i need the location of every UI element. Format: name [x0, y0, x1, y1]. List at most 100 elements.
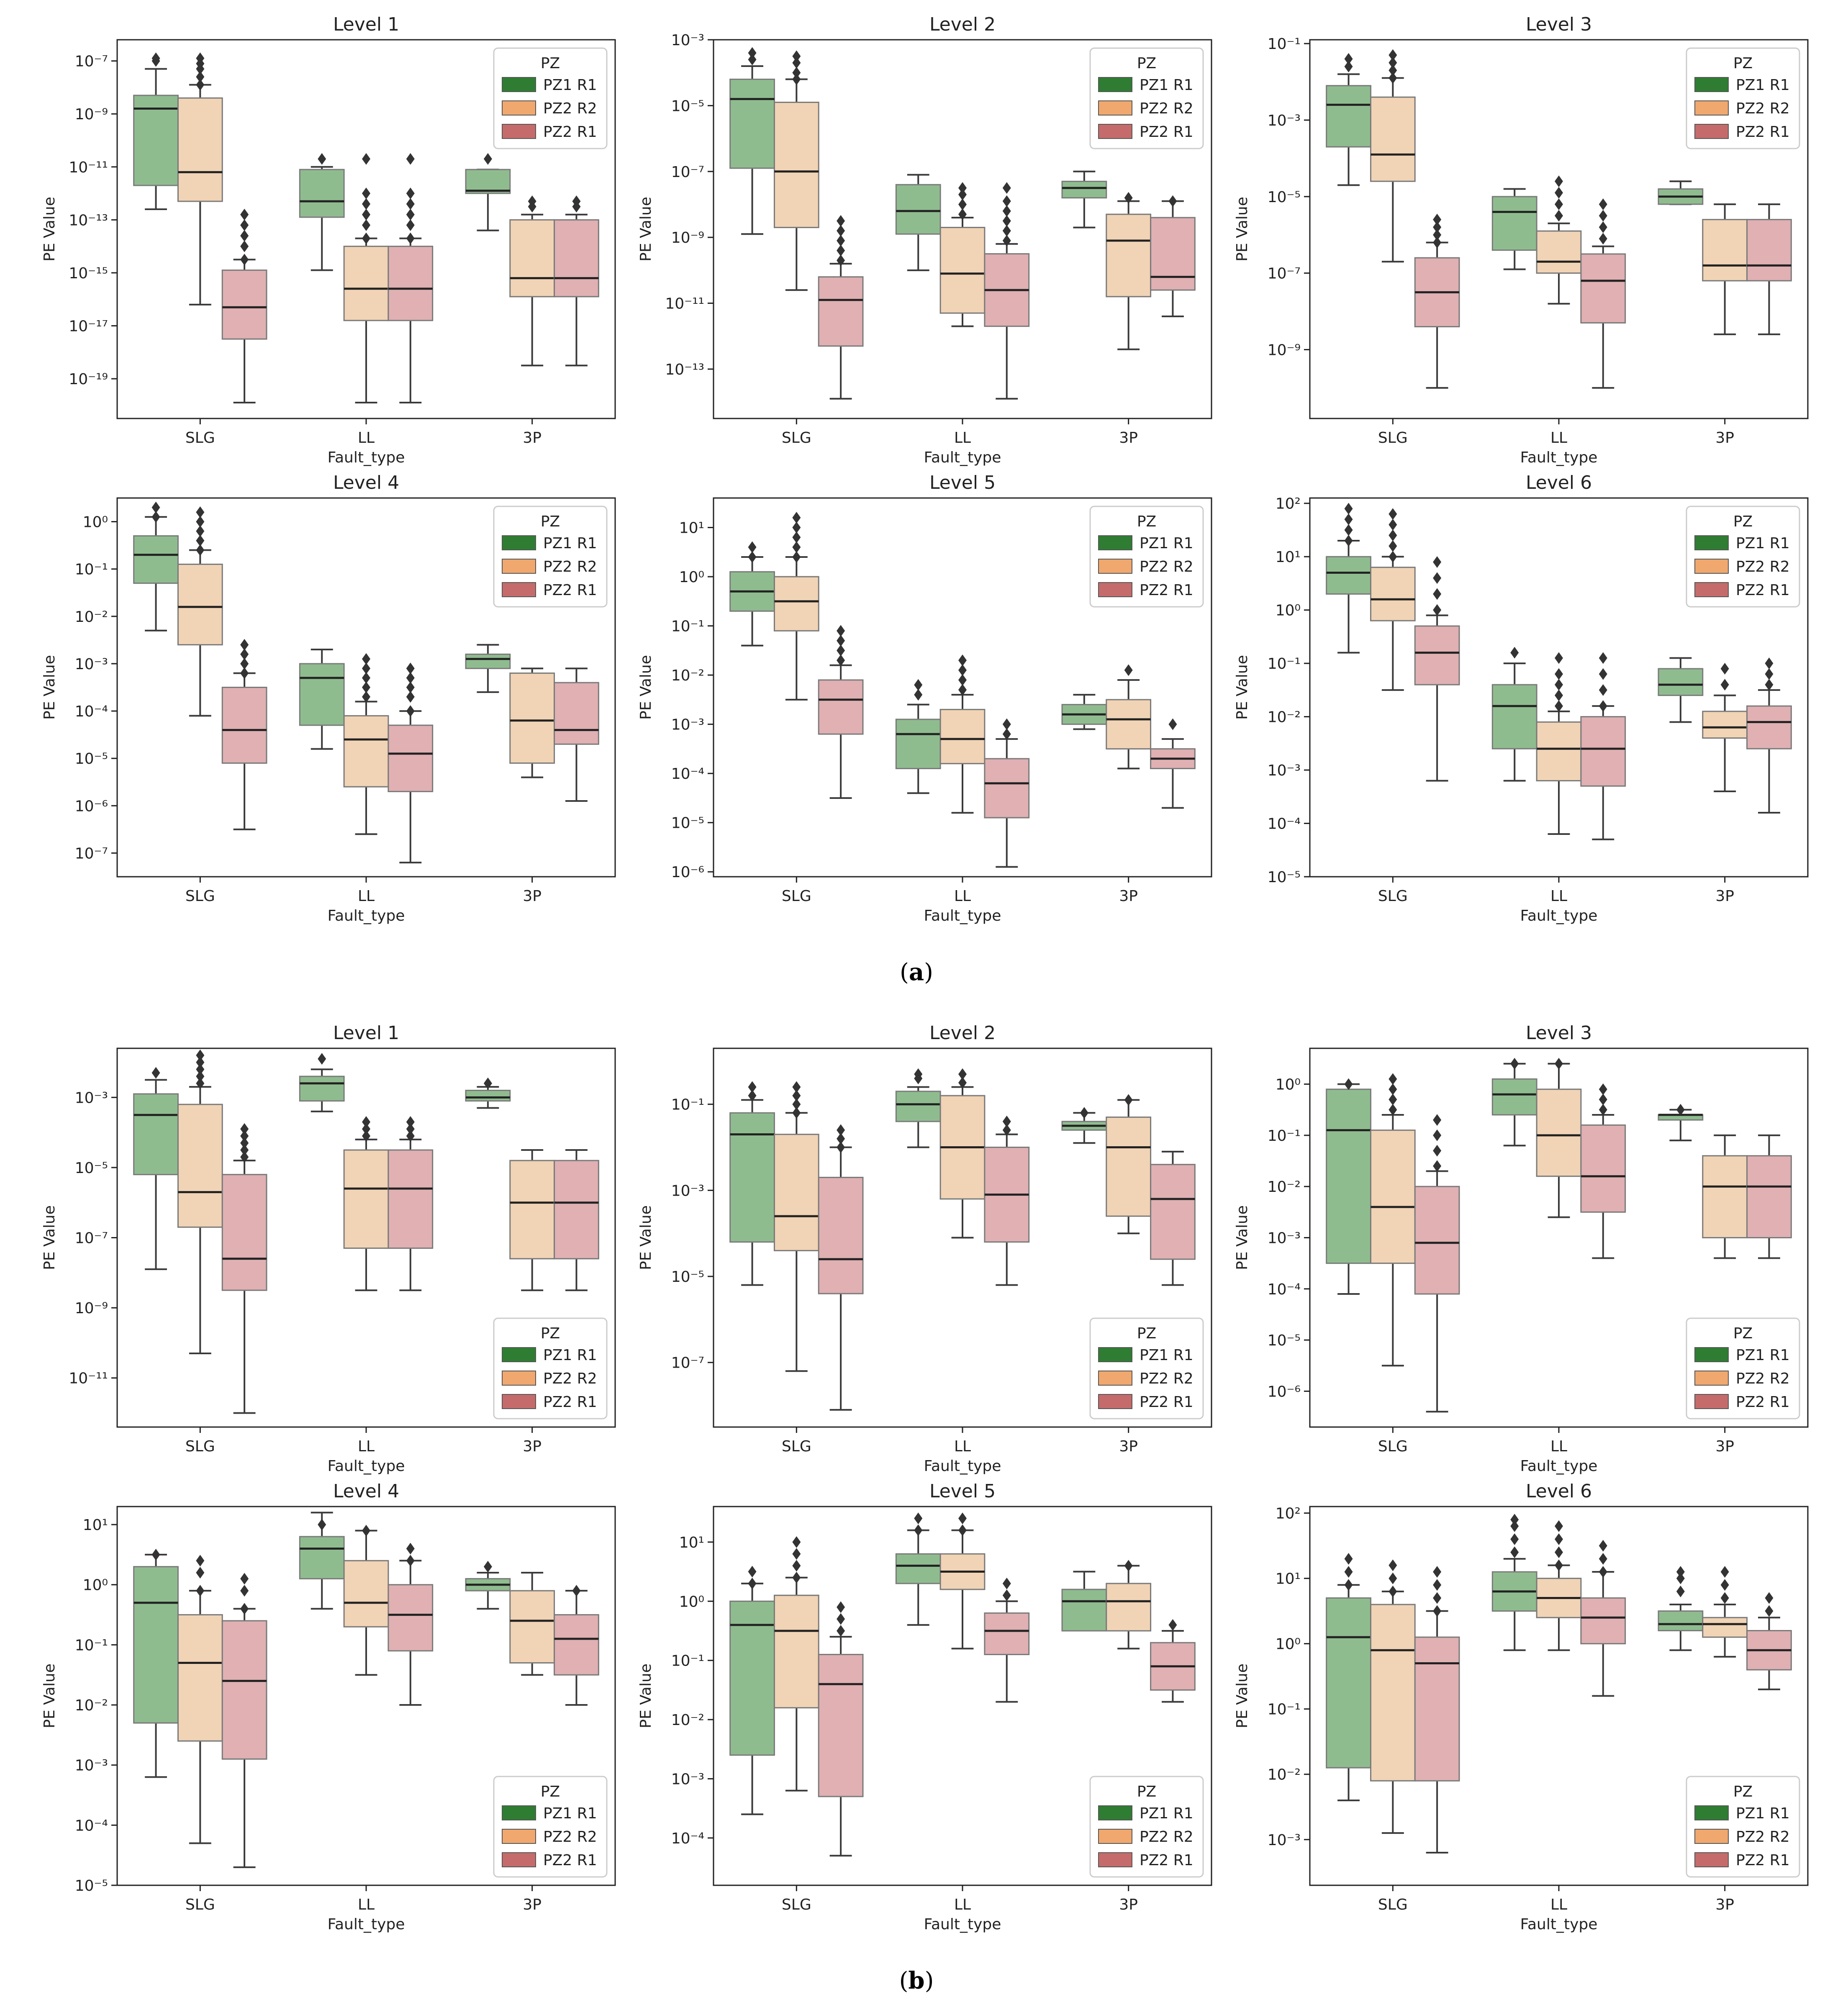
y-tick-label: 10⁻⁵	[671, 1268, 704, 1286]
y-tick-label: 10⁻²	[75, 1697, 108, 1714]
outlier-point	[748, 1566, 757, 1578]
outlier-point	[240, 648, 249, 660]
legend: PZ PZ1 R1 PZ2 R2 PZ2 R1	[1686, 47, 1800, 149]
legend-swatch	[1694, 1805, 1729, 1820]
outlier-point	[1510, 1533, 1519, 1545]
box	[509, 673, 555, 764]
outlier-point	[406, 1543, 415, 1555]
legend-box	[1089, 1317, 1204, 1420]
legend-label: PZ2 R1	[1140, 1394, 1194, 1411]
y-tick-label: 10⁰	[679, 1593, 704, 1610]
outlier-point	[1124, 1094, 1133, 1106]
x-tick-label: LL	[1550, 429, 1567, 447]
outlier-point	[958, 664, 967, 676]
y-tick-label: 10⁻³	[671, 1771, 704, 1788]
legend-title: PZ	[541, 55, 560, 72]
x-axis-label: Fault_type	[1520, 1916, 1598, 1933]
legend-label: PZ1 R1	[1736, 1347, 1790, 1364]
box	[895, 1553, 941, 1584]
box	[509, 219, 555, 298]
outlier-point	[1433, 236, 1442, 249]
x-axis-label: Fault_type	[328, 1458, 405, 1475]
legend-swatch	[502, 1347, 536, 1362]
chart-a-level-5: Level 5 10⁻⁶ 10⁻⁵ 10⁻⁴ 10⁻³ 10⁻² 10⁻¹ 10⁰ 10¹ PE …	[637, 472, 1212, 924]
outlier-point	[240, 1573, 249, 1585]
legend-box	[493, 47, 608, 149]
legend-swatch	[1694, 124, 1729, 139]
legend-swatch	[502, 1394, 536, 1409]
outlier-point	[1599, 1094, 1607, 1106]
outlier-point	[1676, 1585, 1685, 1597]
outlier-point	[1433, 1145, 1442, 1157]
x-tick-label: LL	[358, 1438, 375, 1455]
outlier-point	[1599, 700, 1607, 712]
outlier-point	[196, 1585, 205, 1597]
y-tick-label: 10⁻³	[1268, 762, 1301, 779]
legend-swatch	[1694, 1829, 1729, 1844]
box	[1370, 1130, 1416, 1264]
outlier-point	[572, 195, 581, 208]
chart-title: Level 3	[1526, 14, 1592, 35]
outlier-point	[1433, 1605, 1442, 1617]
legend-label: PZ1 R1	[543, 1347, 597, 1364]
outlier-point	[406, 691, 415, 703]
box	[1580, 1597, 1626, 1645]
outlier-point	[1765, 668, 1774, 680]
x-tick-label: 3P	[523, 1438, 542, 1455]
legend-label: PZ2 R2	[543, 1828, 597, 1846]
legend: PZ PZ1 R1 PZ2 R2 PZ2 R1	[493, 1317, 608, 1420]
box	[1414, 1186, 1460, 1295]
y-tick-label: 10⁻⁷	[671, 164, 704, 181]
box	[1414, 625, 1460, 685]
outlier-point	[1555, 187, 1563, 199]
box	[1326, 85, 1371, 148]
outlier-point	[406, 662, 415, 675]
y-axis-label: PE Value	[1234, 1205, 1251, 1270]
legend-label: PZ2 R1	[543, 1852, 597, 1869]
x-tick-label: SLG	[185, 888, 215, 905]
outlier-point	[1676, 1572, 1685, 1584]
legend-swatch	[502, 1805, 536, 1820]
x-axis-label: Fault_type	[328, 449, 405, 466]
outlier-point	[1168, 195, 1177, 207]
legend-label: PZ2 R2	[543, 1370, 597, 1387]
outlier-point	[1599, 668, 1607, 680]
outlier-point	[792, 57, 801, 69]
outlier-point	[240, 230, 249, 242]
outlier-point	[792, 1090, 801, 1102]
outlier-point	[958, 1077, 967, 1089]
y-tick-label: 10⁻³	[671, 32, 704, 49]
outlier-point	[1555, 668, 1563, 680]
outlier-point	[914, 1524, 923, 1536]
box	[299, 169, 345, 218]
y-tick-label: 10⁻⁶	[75, 798, 108, 815]
legend-swatch	[502, 1371, 536, 1386]
legend-title: PZ	[1137, 513, 1156, 530]
x-tick-label: LL	[358, 1896, 375, 1913]
outlier-point	[1168, 718, 1177, 730]
outlier-point	[1002, 1115, 1011, 1127]
legend-label: PZ2 R1	[1736, 123, 1790, 141]
box	[939, 709, 986, 765]
box	[465, 653, 511, 669]
outlier-point	[240, 667, 249, 679]
box	[133, 1566, 179, 1724]
legend-label: PZ2 R1	[1736, 1394, 1790, 1411]
box	[1370, 567, 1416, 621]
outlier-point	[792, 1536, 801, 1548]
y-tick-label: 10⁻³	[75, 1757, 108, 1774]
y-tick-label: 10⁻¹	[1268, 1127, 1301, 1145]
y-tick-label: 10⁻¹	[671, 1653, 704, 1670]
x-tick-label: LL	[954, 1896, 971, 1913]
y-tick-label: 10⁻¹	[75, 561, 108, 578]
x-tick-label: SLG	[782, 888, 811, 905]
outlier-point	[1599, 210, 1607, 222]
outlier-point	[1002, 235, 1011, 247]
outlier-point	[1555, 1520, 1563, 1532]
box	[1106, 1117, 1152, 1217]
box	[177, 563, 223, 646]
outlier-point	[748, 1577, 757, 1589]
axes-frame	[713, 1506, 1212, 1886]
y-tick-label: 10⁻⁵	[671, 815, 704, 832]
outlier-point	[1676, 1566, 1685, 1578]
